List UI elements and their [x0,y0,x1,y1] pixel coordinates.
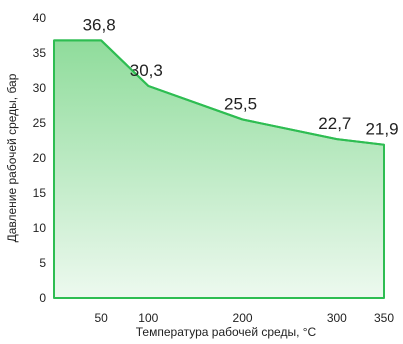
area-fill [53,39,385,299]
y-tick-label: 0 [39,291,46,305]
data-label: 22,7 [318,114,351,133]
y-tick-label: 35 [33,46,47,60]
y-tick-label: 40 [33,11,47,25]
x-tick-label: 50 [94,311,108,325]
y-tick-label: 20 [33,151,47,165]
area-line [54,39,385,146]
y-axis: 0 5 10 15 20 25 30 35 40 [33,11,47,305]
x-tick-label: 200 [233,311,253,325]
y-tick-label: 10 [33,221,47,235]
data-label: 36,8 [83,15,116,34]
data-labels: 36,8 30,3 25,5 22,7 21,9 [83,15,399,138]
y-tick-label: 30 [33,81,47,95]
y-tick-label: 25 [33,116,47,130]
x-tick-label: 350 [374,311,394,325]
y-axis-title: Давление рабочей среды, бар [5,73,19,242]
data-label: 21,9 [365,120,398,139]
data-label: 30,3 [130,61,163,80]
y-tick-label: 15 [33,186,47,200]
data-label: 25,5 [224,95,257,114]
x-axis-title: Температура рабочей среды, °С [136,325,317,339]
x-axis: 50 100 200 300 350 [94,311,394,325]
x-tick-label: 300 [327,311,347,325]
y-tick-label: 5 [39,256,46,270]
x-tick-label: 100 [138,311,158,325]
